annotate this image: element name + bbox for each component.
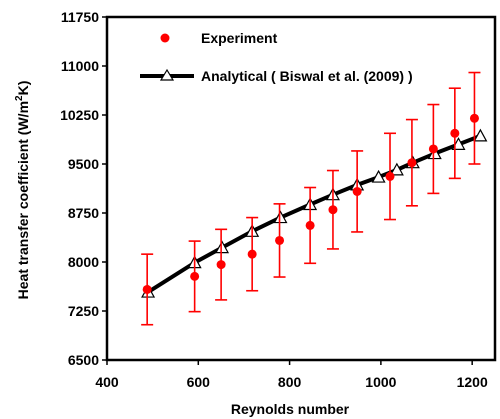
y-tick-label: 9500 [68, 156, 99, 172]
x-tick-label: 800 [278, 374, 302, 390]
legend: Experiment Analytical ( Biswal et al. (2… [140, 30, 413, 84]
axes [105, 15, 497, 362]
experiment-point [385, 171, 395, 181]
analytical-point [371, 169, 386, 183]
experiment-point [305, 220, 315, 230]
plot-frame [105, 15, 497, 362]
experiment-point [407, 158, 417, 168]
y-axis-title: Heat transfer coefficient (W/m2K) [14, 81, 31, 300]
experiment-point [190, 271, 200, 281]
analytical-point [389, 162, 404, 176]
y-tick-label: 10250 [60, 107, 99, 123]
y-axis-title-main: Heat transfer coefficient (W/m [15, 101, 31, 299]
experiment-point [275, 235, 285, 245]
series-experiment [141, 71, 481, 326]
analytical-point [273, 210, 288, 224]
y-axis-title-tail: K) [15, 81, 31, 96]
y-tick-label: 11750 [61, 9, 99, 25]
experiment-point [142, 284, 152, 294]
x-tick-label: 1000 [365, 374, 396, 390]
legend-label-experiment: Experiment [201, 30, 278, 46]
y-tick-label: 8000 [68, 254, 99, 270]
y-axis-ticks: 6500 7250 8000 8750 9500 10250 11000 11750 [60, 9, 107, 368]
y-axis-title-sup: 2 [14, 95, 25, 101]
experiment-point [328, 205, 338, 215]
experiment-point [216, 260, 226, 270]
experiment-point [450, 128, 460, 138]
y-tick-label: 8750 [68, 205, 99, 221]
x-axis-title: Reynolds number [231, 401, 350, 417]
legend-label-analytical: Analytical ( Biswal et al. (2009) ) [201, 68, 413, 84]
y-tick-label: 11000 [61, 58, 99, 74]
legend-marker-experiment [160, 33, 170, 43]
x-axis-ticks: 400 600 800 1000 1200 [95, 360, 488, 390]
x-tick-label: 400 [95, 374, 119, 390]
x-tick-label: 1200 [457, 374, 488, 390]
experiment-point [428, 144, 438, 154]
y-tick-label: 6500 [68, 352, 99, 368]
y-tick-label: 7250 [68, 303, 99, 319]
x-tick-label: 600 [187, 374, 211, 390]
experiment-point [352, 186, 362, 196]
experiment-point [469, 113, 479, 123]
analytical-point [473, 128, 488, 142]
analytical-point [215, 240, 230, 254]
legend-marker-analytical [159, 68, 175, 81]
experiment-point [247, 249, 257, 259]
